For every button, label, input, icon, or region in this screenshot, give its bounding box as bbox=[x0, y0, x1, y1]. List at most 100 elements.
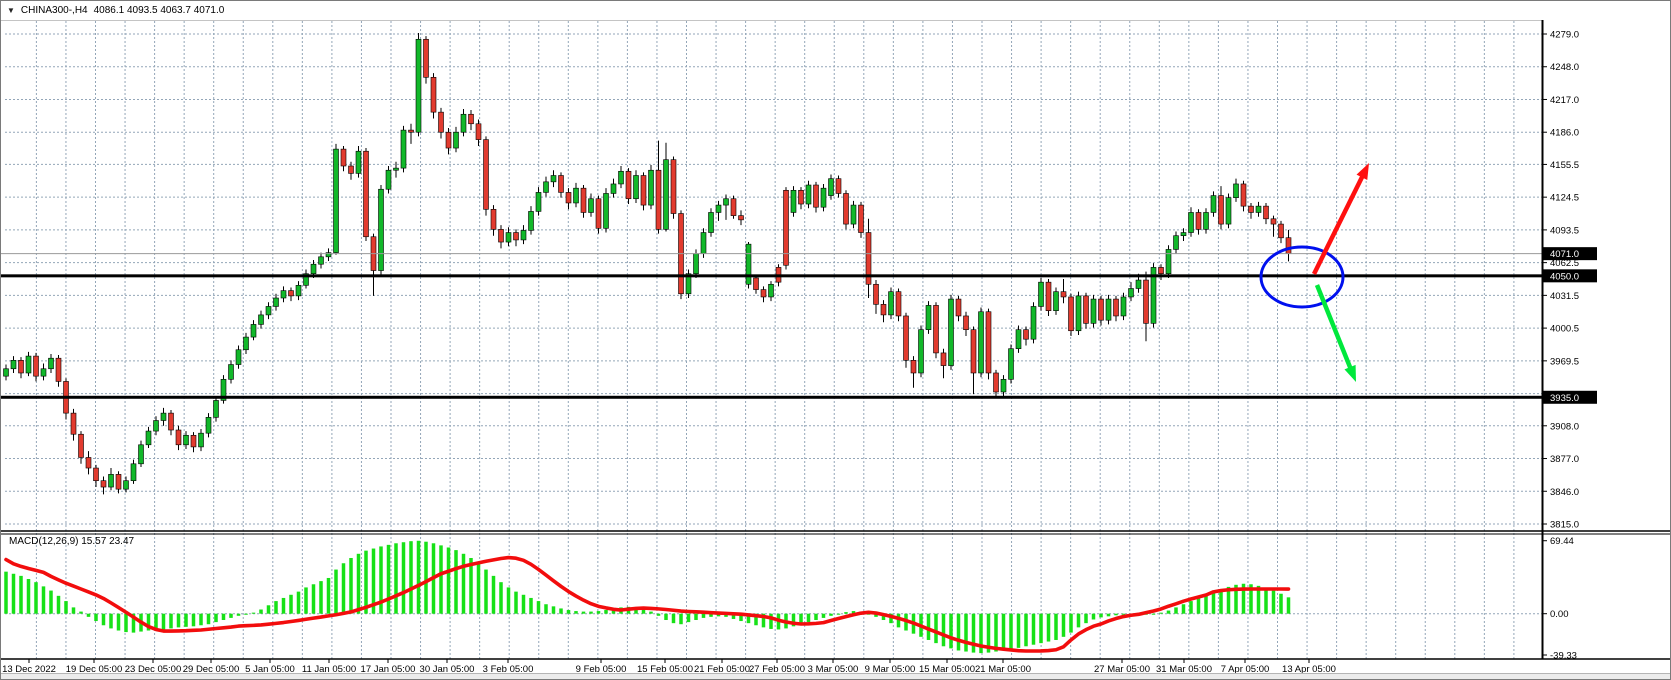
candle bbox=[123, 480, 129, 490]
candle bbox=[393, 167, 399, 171]
candle bbox=[1210, 195, 1217, 213]
macd-bar bbox=[866, 613, 871, 615]
macd-bar bbox=[754, 613, 758, 626]
candle bbox=[655, 169, 662, 230]
time-scale[interactable]: 13 Dec 2022 19 Dec 05:00 23 Dec 05:00 29 De… bbox=[2, 659, 1336, 675]
macd-bar bbox=[274, 601, 278, 614]
macd-bar bbox=[364, 550, 368, 614]
macd-bar bbox=[589, 611, 593, 614]
time-axis-label: 17 Jan 05:00 bbox=[361, 664, 416, 675]
candle bbox=[993, 372, 999, 393]
macd-bar bbox=[394, 543, 398, 614]
candle bbox=[490, 209, 497, 230]
window-bottom-strip bbox=[1, 673, 1670, 679]
horizontal-line-objects[interactable] bbox=[1, 253, 1542, 399]
candle bbox=[415, 38, 422, 133]
macd-bar bbox=[131, 613, 136, 633]
macd-bar bbox=[731, 613, 736, 619]
candle bbox=[318, 256, 324, 265]
macd-bar bbox=[56, 595, 61, 614]
highlight-ellipse[interactable] bbox=[1259, 245, 1345, 309]
macd-bar bbox=[461, 553, 466, 614]
price-scale[interactable]: 4279.0 4248.0 4217.0 4186.0 4155.5 4124.5 4093… bbox=[1542, 30, 1597, 662]
candles-layer[interactable] bbox=[3, 32, 1292, 495]
macd-bar bbox=[341, 563, 346, 614]
macd-bar bbox=[424, 541, 428, 614]
hline-price-badge-label: 3935.0 bbox=[1550, 393, 1579, 404]
time-axis-label: 29 Dec 05:00 bbox=[183, 664, 240, 675]
price-axis-label: 4279.0 bbox=[1550, 30, 1579, 41]
hline-4050.0[interactable] bbox=[1, 274, 1542, 278]
macd-bar bbox=[934, 613, 938, 644]
macd-bar bbox=[949, 613, 953, 649]
annotations-layer[interactable] bbox=[1259, 163, 1369, 382]
price-axis-label: 4155.5 bbox=[1550, 160, 1579, 171]
candle bbox=[648, 169, 654, 206]
macd-bar bbox=[4, 571, 8, 614]
candle bbox=[145, 430, 152, 446]
candle bbox=[10, 360, 17, 370]
macd-bar bbox=[416, 540, 421, 614]
candle bbox=[520, 230, 527, 241]
candle bbox=[768, 283, 774, 298]
candle bbox=[550, 175, 557, 183]
price-axis-label: 3908.0 bbox=[1550, 421, 1579, 432]
symbol-dropdown-icon[interactable]: ▼ bbox=[7, 5, 15, 15]
candle bbox=[1158, 267, 1164, 275]
candle bbox=[385, 169, 392, 190]
candle bbox=[423, 38, 429, 78]
macd-bar bbox=[664, 613, 668, 621]
candle bbox=[213, 400, 219, 418]
macd-bar bbox=[566, 610, 571, 614]
candle bbox=[430, 76, 437, 113]
macd-bar bbox=[709, 613, 713, 617]
candle bbox=[1240, 183, 1247, 207]
candle bbox=[438, 111, 444, 133]
macd-bar bbox=[1196, 597, 1201, 614]
candle bbox=[610, 183, 617, 194]
candle bbox=[378, 188, 384, 271]
macd-bar bbox=[889, 613, 893, 624]
chart-header[interactable]: ▼ CHINA300-,H4 4086.1 4093.5 4063.7 4071… bbox=[1, 1, 1670, 20]
macd-bar bbox=[1046, 613, 1051, 642]
bearish-arrow-head bbox=[1344, 364, 1356, 382]
time-axis-label: 23 Dec 05:00 bbox=[125, 664, 182, 675]
macd-bar bbox=[124, 613, 128, 633]
macd-bar bbox=[1024, 613, 1028, 647]
macd-bar bbox=[836, 613, 841, 615]
macd-bar bbox=[686, 613, 691, 623]
candle bbox=[310, 263, 317, 275]
macd-bar bbox=[746, 613, 751, 624]
candle bbox=[693, 253, 699, 275]
candle bbox=[880, 304, 887, 316]
candle bbox=[475, 123, 482, 140]
candle bbox=[723, 198, 729, 206]
candle bbox=[130, 463, 137, 482]
candle bbox=[93, 467, 99, 482]
hline-3935.0[interactable] bbox=[1, 395, 1542, 399]
price-axis-label: 3846.0 bbox=[1550, 487, 1579, 498]
candle bbox=[835, 178, 842, 194]
candle bbox=[633, 175, 639, 200]
macd-bar bbox=[356, 553, 361, 614]
candle bbox=[715, 204, 722, 213]
candle bbox=[588, 198, 594, 213]
macd-bar bbox=[829, 613, 833, 616]
macd-axis-label: 69.44 bbox=[1550, 536, 1574, 547]
bullish-arrow[interactable] bbox=[1311, 171, 1367, 275]
macd-bar bbox=[1001, 613, 1006, 651]
candle bbox=[663, 159, 669, 230]
macd-bar bbox=[1249, 584, 1253, 614]
candle bbox=[685, 273, 692, 295]
time-axis-label: 13 Apr 05:00 bbox=[1282, 664, 1336, 675]
bearish-arrow[interactable] bbox=[1314, 284, 1354, 373]
candle bbox=[1188, 212, 1194, 233]
candle bbox=[1143, 279, 1149, 324]
candle bbox=[498, 229, 504, 243]
macd-panel[interactable] bbox=[4, 540, 1291, 654]
candle bbox=[1045, 281, 1052, 311]
macd-bar bbox=[176, 613, 181, 628]
macd-bar bbox=[679, 613, 683, 625]
candle bbox=[925, 305, 932, 330]
